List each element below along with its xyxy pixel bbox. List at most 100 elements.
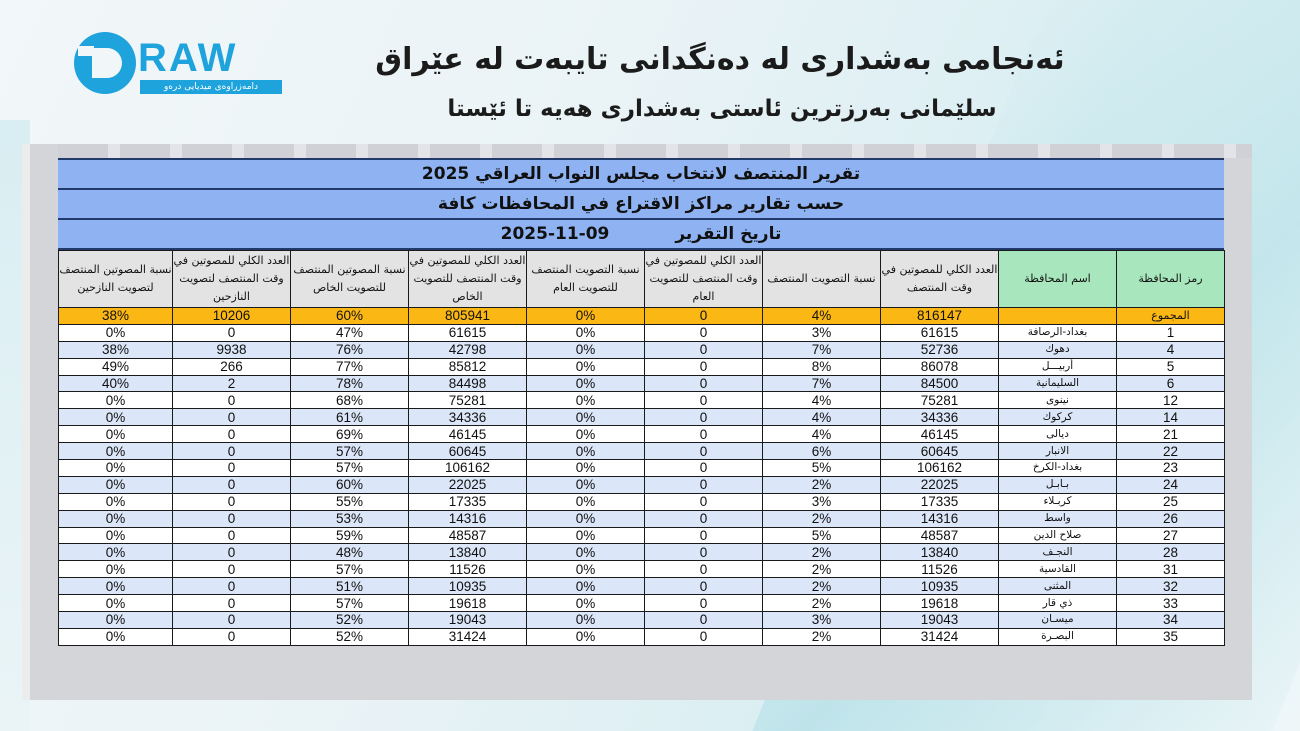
cell-general-pct: 0%: [526, 374, 645, 393]
cell-special-voters: 19618: [408, 594, 527, 613]
cell-governorate-name: ديالى: [998, 425, 1117, 444]
cell-displaced-pct: 0%: [58, 459, 173, 477]
results-table: نسبة المصوتين المنتصف لتصويت النازحين ال…: [58, 250, 1225, 646]
cell-displaced-voters: 0: [172, 442, 291, 461]
report-title: تقرير المنتصف لانتخاب مجلس النواب العراق…: [58, 158, 1224, 188]
cell-governorate-code: 31: [1116, 560, 1225, 579]
cell-general-pct: 0%: [526, 611, 645, 629]
col-header-displaced-pct: نسبة المصوتين المنتصف لتصويت النازحين: [58, 250, 173, 308]
cell-total-voters: 48587: [880, 526, 999, 545]
cell-governorate-code: 33: [1116, 594, 1225, 613]
table-row: 0% 0 53% 14316 0% 0 2% 14316 واسط 26: [58, 509, 1225, 528]
cell-governorate-name: دهوك: [998, 340, 1117, 359]
cell-total-voters: 14316: [880, 509, 999, 528]
cell-displaced-pct: 0%: [58, 442, 173, 461]
cell-total-voters: 11526: [880, 560, 999, 579]
cell-displaced-voters: 0: [172, 408, 291, 427]
cell-governorate-name: الانبار: [998, 442, 1117, 461]
table-row: 0% 0 68% 75281 0% 0 4% 75281 نينوى 12: [58, 391, 1225, 410]
cell-governorate-code: 27: [1116, 526, 1225, 545]
cell-general-voters: 0: [644, 323, 763, 342]
cell-general-voters: 0: [644, 357, 763, 376]
cell-general-pct: 0%: [526, 543, 645, 562]
table-row: 0% 0 52% 31424 0% 0 2% 31424 البصـرة 35: [58, 627, 1225, 646]
cell-special-voters: 34336: [408, 408, 527, 427]
cell-general-voters: 0: [644, 391, 763, 410]
cell-special-pct: 57%: [290, 560, 409, 579]
cell-special-voters: 19043: [408, 611, 527, 629]
cell-general-pct: 0%: [526, 357, 645, 376]
cell-turnout: 5%: [762, 459, 881, 477]
cell-total-voters: 84500: [880, 374, 999, 393]
report-table-wrap: تقرير المنتصف لانتخاب مجلس النواب العراق…: [58, 158, 1250, 646]
cell-general-voters: 0: [644, 492, 763, 511]
cell-turnout: 2%: [762, 577, 881, 596]
cell-general-pct: 0%: [526, 627, 645, 646]
cell-displaced-voters: 0: [172, 594, 291, 613]
cell-total-voters: 13840: [880, 543, 999, 562]
cell-governorate-code: 28: [1116, 543, 1225, 562]
cell-total-voters: 19043: [880, 611, 999, 629]
cell-special-voters: 85812: [408, 357, 527, 376]
cell-governorate-name: البصـرة: [998, 627, 1117, 646]
cell-displaced-pct: 0%: [58, 408, 173, 427]
col-header-special-pct: نسبة المصوتين المنتصف للتصويت الخاص: [290, 250, 409, 308]
cell-turnout: 7%: [762, 340, 881, 359]
cell-turnout: 6%: [762, 442, 881, 461]
cell-governorate-code: 32: [1116, 577, 1225, 596]
cell-displaced-voters: 0: [172, 509, 291, 528]
cell-displaced-voters: 0: [172, 391, 291, 410]
cell-general-pct: 0%: [526, 340, 645, 359]
cell-displaced-voters: 0: [172, 577, 291, 596]
cell-turnout: 2%: [762, 560, 881, 579]
cell-general-pct: 0%: [526, 509, 645, 528]
cell-general-voters: 0: [644, 442, 763, 461]
cell-governorate-code: 5: [1116, 357, 1225, 376]
cell-governorate-code: 6: [1116, 374, 1225, 393]
cell-governorate-code: 24: [1116, 475, 1225, 494]
cell-governorate-name: واسط: [998, 509, 1117, 528]
cell-special-pct: 68%: [290, 391, 409, 410]
cell-special-voters: 84498: [408, 374, 527, 393]
cell-special-pct: 59%: [290, 526, 409, 545]
cell-special-pct: 60%: [290, 307, 409, 325]
table-row: 0% 0 55% 17335 0% 0 3% 17335 كربـلاء 25: [58, 492, 1225, 511]
cell-displaced-pct: 38%: [58, 307, 173, 325]
cell-governorate-name: ميسـان: [998, 611, 1117, 629]
cell-displaced-pct: 0%: [58, 594, 173, 613]
col-header-special-voters: العدد الكلي للمصوتين في وقت المنتصف للتص…: [408, 250, 527, 308]
cell-turnout: 4%: [762, 307, 881, 325]
cell-general-pct: 0%: [526, 408, 645, 427]
cell-special-voters: 75281: [408, 391, 527, 410]
cell-general-voters: 0: [644, 560, 763, 579]
table-row: 49% 266 77% 85812 0% 0 8% 86078 أربيـــل 5: [58, 357, 1225, 376]
cell-special-pct: 52%: [290, 611, 409, 629]
cell-special-pct: 48%: [290, 543, 409, 562]
cell-total-voters: 22025: [880, 475, 999, 494]
table-row: 0% 0 57% 19618 0% 0 2% 19618 ذي قار 33: [58, 594, 1225, 613]
cell-general-voters: 0: [644, 611, 763, 629]
cell-general-pct: 0%: [526, 307, 645, 325]
cell-special-voters: 46145: [408, 425, 527, 444]
cell-displaced-voters: 10206: [172, 307, 291, 325]
cell-turnout: 4%: [762, 408, 881, 427]
cell-turnout: 5%: [762, 526, 881, 545]
cell-displaced-voters: 0: [172, 475, 291, 494]
cell-displaced-voters: 9938: [172, 340, 291, 359]
cell-displaced-voters: 0: [172, 425, 291, 444]
cell-total-voters: 816147: [880, 307, 999, 325]
cell-general-pct: 0%: [526, 459, 645, 477]
cell-general-voters: 0: [644, 408, 763, 427]
cell-displaced-voters: 0: [172, 627, 291, 646]
table-row: 0% 0 57% 11526 0% 0 2% 11526 القادسية 31: [58, 560, 1225, 579]
table-row: 0% 0 52% 19043 0% 0 3% 19043 ميسـان 34: [58, 611, 1225, 629]
report-date-row: تاريخ التقرير 2025-11-09: [58, 218, 1224, 250]
cell-governorate-name: بغداد-الرصافة: [998, 323, 1117, 342]
cell-total-label: المجموع: [1116, 307, 1225, 325]
cell-displaced-pct: 0%: [58, 425, 173, 444]
col-header-total-voters: العدد الكلي للمصوتين في وقت المنتصف: [880, 250, 999, 308]
cell-turnout: 2%: [762, 543, 881, 562]
cell-special-voters: 11526: [408, 560, 527, 579]
cell-turnout: 8%: [762, 357, 881, 376]
col-header-general-pct: نسبة التصويت المنتصف للتصويت العام: [526, 250, 645, 308]
